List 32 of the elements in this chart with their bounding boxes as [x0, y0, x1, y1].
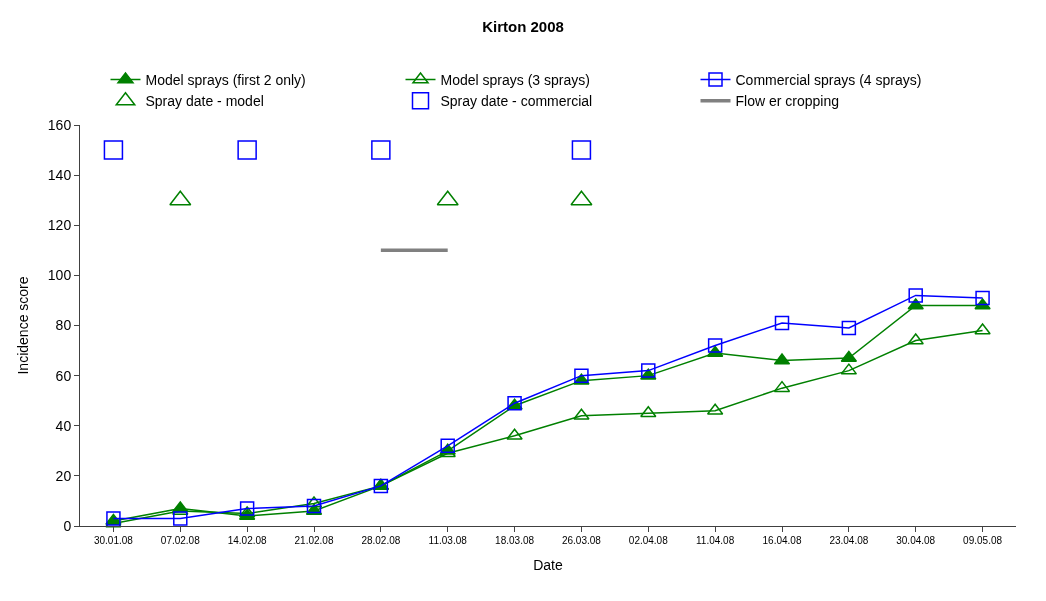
y-axis-title: Incidence score [15, 276, 32, 375]
y-tick-label: 80 [55, 317, 72, 334]
x-tick-label: 21.02.08 [294, 535, 334, 546]
y-tick-label: 100 [47, 267, 72, 284]
x-tick-label: 09.05.08 [963, 535, 1003, 546]
y-tick-label: 120 [47, 217, 72, 234]
y-tick-label: 40 [55, 417, 72, 434]
x-tick-label: 07.02.08 [160, 535, 201, 546]
x-axis-title: Date [533, 557, 563, 574]
chart-title: Kirton 2008 [482, 17, 564, 35]
x-tick-label: 18.03.08 [495, 535, 535, 546]
y-tick-label: 20 [55, 467, 72, 484]
y-tick-label: 140 [47, 167, 72, 184]
x-tick-label: 16.04.08 [762, 535, 802, 546]
legend-label: Spray date - model [145, 93, 264, 110]
x-tick-label: 23.04.08 [829, 535, 869, 546]
x-tick-label: 26.03.08 [561, 535, 602, 546]
x-tick-label: 11.03.08 [428, 535, 468, 546]
x-tick-label: 11.04.08 [696, 535, 735, 546]
y-tick-label: 60 [55, 367, 72, 384]
x-tick-label: 30.01.08 [93, 535, 134, 546]
legend-label: Flow er cropping [735, 93, 839, 110]
legend-label: Commercial sprays (4 sprays) [735, 72, 922, 89]
legend-label: Model sprays (first 2 only) [145, 72, 306, 89]
x-tick-label: 14.02.08 [227, 535, 268, 546]
y-tick-label: 0 [63, 517, 72, 534]
y-tick-label: 160 [47, 116, 72, 133]
legend-label: Spray date - commercial [440, 93, 593, 110]
x-tick-label: 02.04.08 [628, 535, 669, 546]
x-tick-label: 30.04.08 [896, 535, 936, 546]
legend-label: Model sprays (3 sprays) [440, 72, 590, 89]
x-tick-label: 28.02.08 [361, 535, 401, 546]
